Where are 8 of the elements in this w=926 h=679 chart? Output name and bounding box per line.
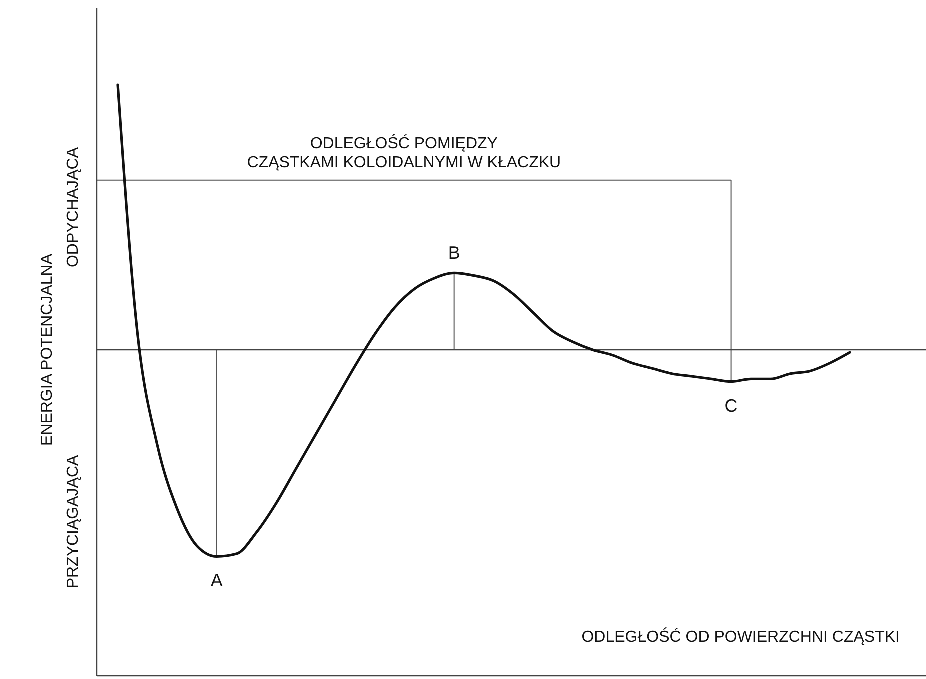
- text: ODPYCHAJĄCA: [65, 147, 82, 268]
- text: PRZYCIĄGAJĄCA: [65, 454, 82, 589]
- annotation: B: [448, 243, 460, 264]
- y-axis-title: ENERGIA POTENCJALNA: [39, 254, 56, 446]
- x-axis-title: ODLEGŁOŚĆ OD POWIERZCHNI CZĄSTKI: [582, 627, 900, 646]
- ref-line-label: ODLEGŁOŚĆ POMIĘDZY CZĄSTKAMI KOLOIDALNYMI W KŁACZKU: [247, 133, 562, 172]
- annotation: C: [724, 396, 738, 416]
- annotation: A: [210, 570, 223, 591]
